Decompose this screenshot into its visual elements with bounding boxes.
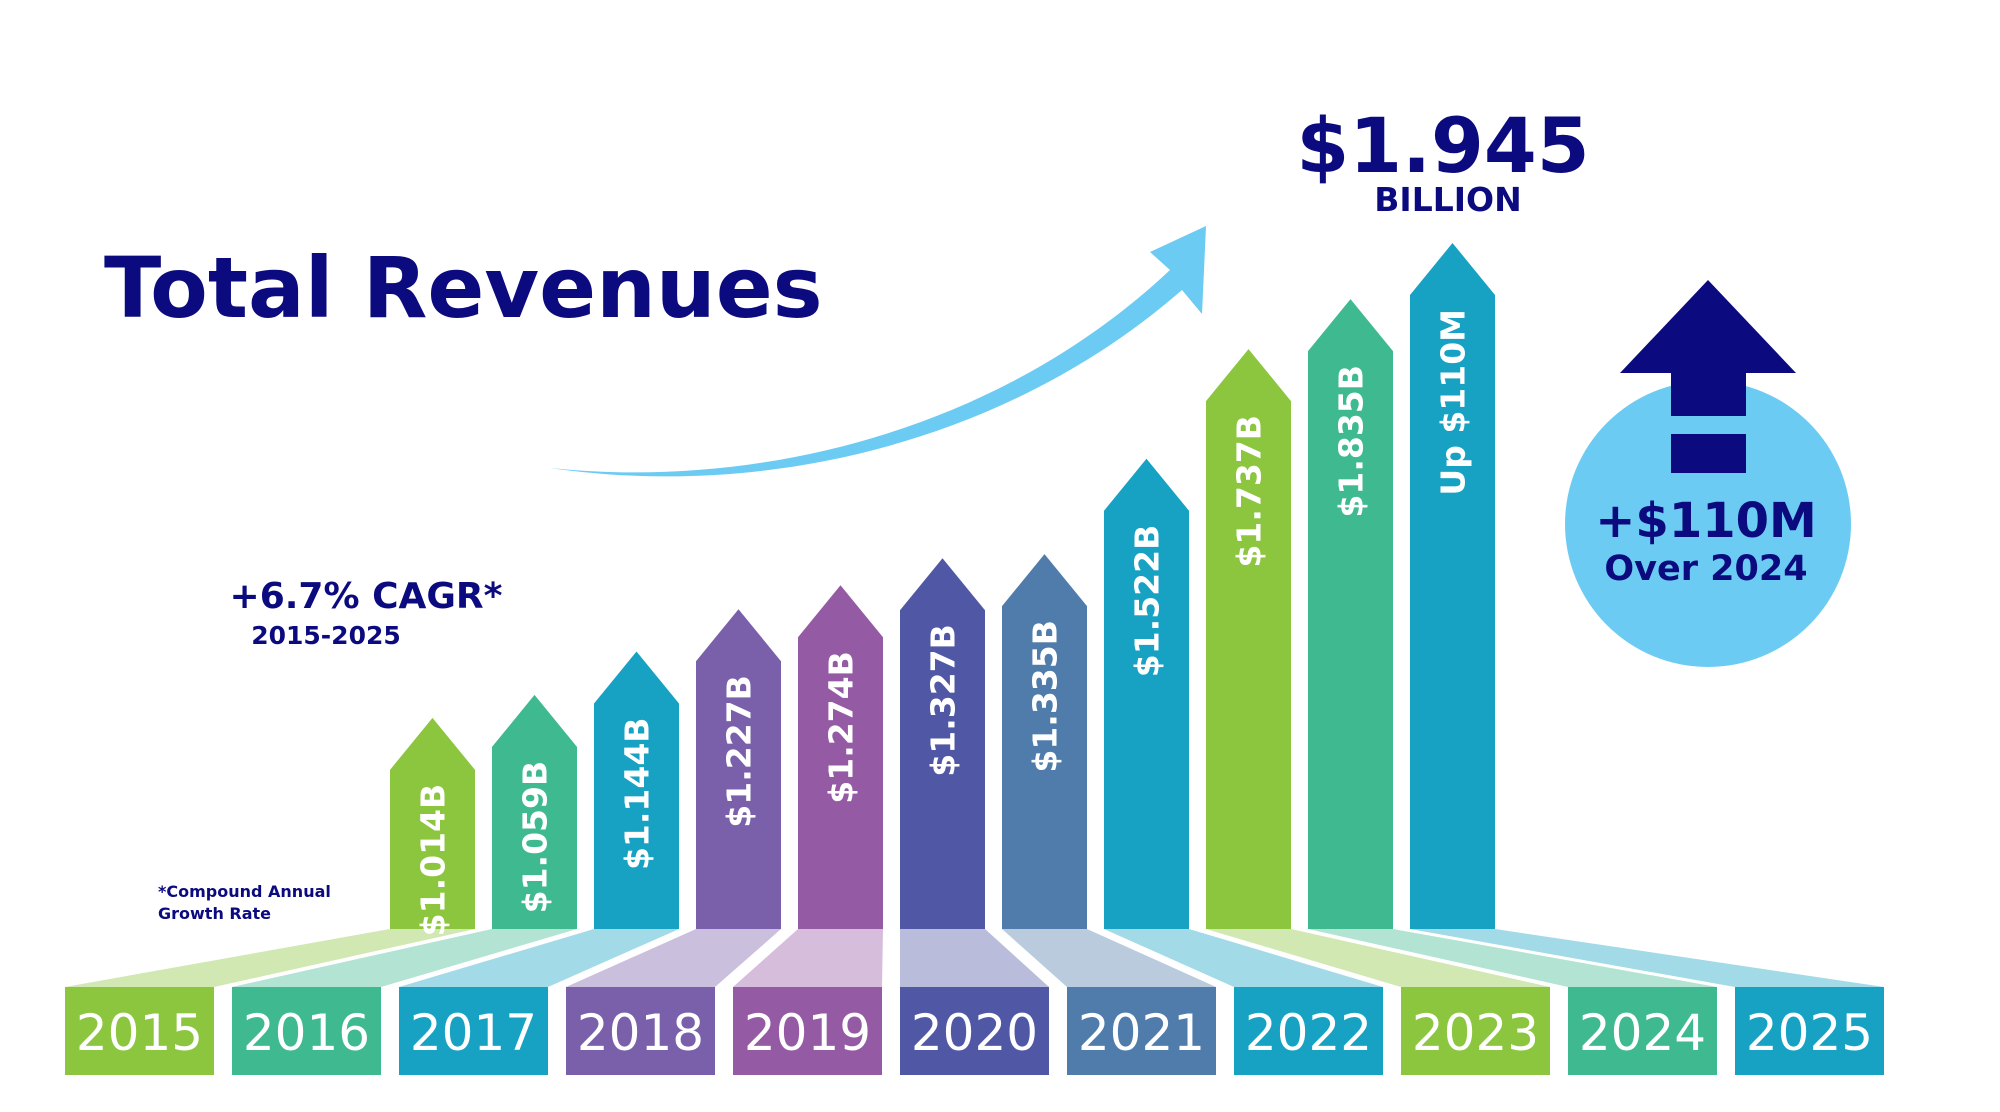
year-box bbox=[1234, 987, 1383, 1075]
year-box bbox=[566, 987, 715, 1075]
connector bbox=[900, 929, 1049, 987]
value-label: $1.835B bbox=[1332, 365, 1371, 518]
bars: 2015 $1.014B 2016 $1.059B 2017 $1.144B 2018 $1.… bbox=[65, 243, 1884, 1075]
bar bbox=[1308, 299, 1393, 929]
connector bbox=[399, 929, 679, 987]
growth-arrow bbox=[550, 226, 1206, 477]
year-box bbox=[900, 987, 1049, 1075]
up-arrow-shaft bbox=[1671, 372, 1746, 416]
bar bbox=[798, 585, 883, 929]
year-label: 2020 bbox=[911, 1004, 1038, 1062]
year-box bbox=[1735, 987, 1884, 1075]
bar bbox=[1104, 458, 1189, 929]
connector bbox=[232, 929, 577, 987]
year-label: 2019 bbox=[744, 1004, 871, 1062]
connector bbox=[733, 929, 883, 987]
connector bbox=[1410, 929, 1884, 987]
year-label: 2015 bbox=[76, 1004, 203, 1062]
year-label: 2018 bbox=[577, 1004, 704, 1062]
year-box bbox=[65, 987, 214, 1075]
connector bbox=[1104, 929, 1383, 987]
year-label: 2022 bbox=[1245, 1004, 1372, 1062]
year-label: 2017 bbox=[410, 1004, 537, 1062]
bar bbox=[492, 694, 577, 929]
footnote: Growth Rate bbox=[158, 904, 271, 923]
change-value: +$110M bbox=[1595, 493, 1817, 549]
year-box bbox=[1067, 987, 1216, 1075]
value-label: $1.327B bbox=[924, 624, 963, 777]
value-label: Up $110M bbox=[1434, 309, 1473, 496]
bar bbox=[1002, 554, 1087, 929]
chart-title: Total Revenues bbox=[104, 239, 823, 337]
connector bbox=[566, 929, 781, 987]
year-label: 2023 bbox=[1412, 1004, 1539, 1062]
value-label: $1.227B bbox=[720, 675, 759, 828]
value-label: $1.522B bbox=[1128, 525, 1167, 678]
connector bbox=[1308, 929, 1717, 987]
bar bbox=[594, 651, 679, 929]
bar bbox=[1206, 349, 1291, 929]
connector bbox=[65, 929, 475, 987]
year-label: 2024 bbox=[1579, 1004, 1706, 1062]
year-box bbox=[232, 987, 381, 1075]
bar bbox=[900, 558, 985, 929]
year-box bbox=[399, 987, 548, 1075]
value-label: $1.274B bbox=[822, 651, 861, 804]
year-label: 2025 bbox=[1746, 1004, 1873, 1062]
year-box bbox=[1568, 987, 1717, 1075]
bar bbox=[1410, 243, 1495, 929]
year-label: 2021 bbox=[1078, 1004, 1205, 1062]
cagr-period: 2015-2025 bbox=[251, 621, 401, 650]
total-unit: BILLION bbox=[1374, 180, 1521, 219]
up-arrow-base bbox=[1671, 434, 1746, 473]
value-label: $1.335B bbox=[1026, 620, 1065, 773]
footnote: *Compound Annual bbox=[158, 882, 331, 901]
cagr: +6.7% CAGR* bbox=[230, 576, 503, 617]
connector bbox=[1002, 929, 1216, 987]
value-label: $1.059B bbox=[516, 761, 555, 914]
total-value: $1.945 bbox=[1296, 101, 1589, 190]
value-label: $1.014B bbox=[414, 784, 453, 937]
year-box bbox=[733, 987, 882, 1075]
change-ref: Over 2024 bbox=[1604, 549, 1807, 589]
bar bbox=[696, 609, 781, 929]
year-box bbox=[1401, 987, 1550, 1075]
year-label: 2016 bbox=[243, 1004, 370, 1062]
up-arrow-head bbox=[1620, 280, 1796, 373]
bar bbox=[390, 717, 475, 929]
value-label: $1.144B bbox=[618, 718, 657, 871]
change-circle bbox=[1565, 381, 1851, 667]
value-label: $1.737B bbox=[1230, 415, 1269, 568]
connector bbox=[1206, 929, 1550, 987]
